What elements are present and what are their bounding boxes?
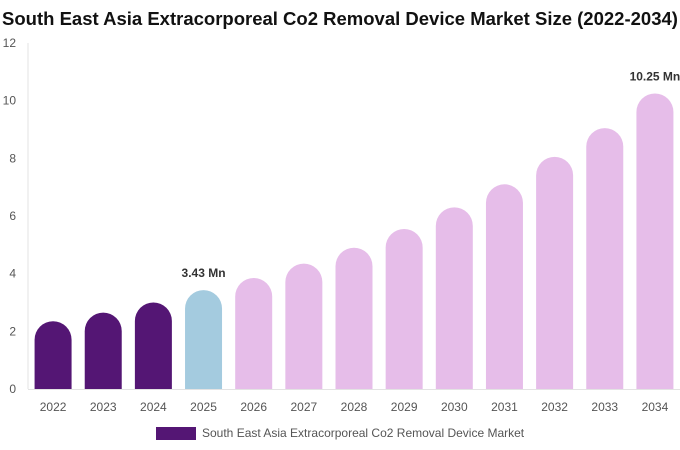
legend-swatch [156, 426, 196, 440]
x-tick-label: 2032 [541, 400, 568, 414]
bar [285, 263, 323, 389]
bar [84, 312, 122, 389]
bar [134, 302, 172, 389]
x-tick-label: 2027 [290, 400, 317, 414]
y-tick-label: 10 [3, 94, 17, 108]
data-label: 3.43 Mn [182, 266, 226, 280]
chart-title: South East Asia Extracorporeal Co2 Remov… [2, 8, 678, 29]
legend: South East Asia Extracorporeal Co2 Remov… [156, 426, 524, 440]
y-tick-label: 8 [9, 151, 16, 165]
y-tick-label: 4 [9, 267, 16, 281]
x-tick-label: 2030 [441, 400, 468, 414]
bar [335, 247, 373, 389]
x-tick-label: 2033 [591, 400, 618, 414]
x-tick-label: 2028 [341, 400, 368, 414]
x-tick-label: 2026 [240, 400, 267, 414]
y-tick-label: 0 [9, 382, 16, 396]
bar [185, 290, 223, 389]
x-tick-label: 2031 [491, 400, 518, 414]
x-tick-label: 2029 [391, 400, 418, 414]
legend-label: South East Asia Extracorporeal Co2 Remov… [202, 426, 525, 440]
x-tick-label: 2023 [90, 400, 117, 414]
y-tick-label: 12 [3, 36, 17, 50]
bar [586, 128, 624, 389]
bar [34, 321, 72, 389]
x-tick-label: 2024 [140, 400, 167, 414]
x-tick-label: 2022 [40, 400, 67, 414]
bar [385, 228, 423, 389]
y-tick-label: 6 [9, 209, 16, 223]
bar [235, 277, 273, 389]
bar [435, 207, 473, 389]
data-label: 10.25 Mn [630, 69, 680, 83]
bar [485, 184, 523, 389]
bar [536, 156, 574, 389]
x-tick-label: 2034 [642, 400, 669, 414]
x-tick-label: 2025 [190, 400, 217, 414]
y-tick-label: 2 [9, 324, 16, 338]
bar [636, 93, 674, 389]
